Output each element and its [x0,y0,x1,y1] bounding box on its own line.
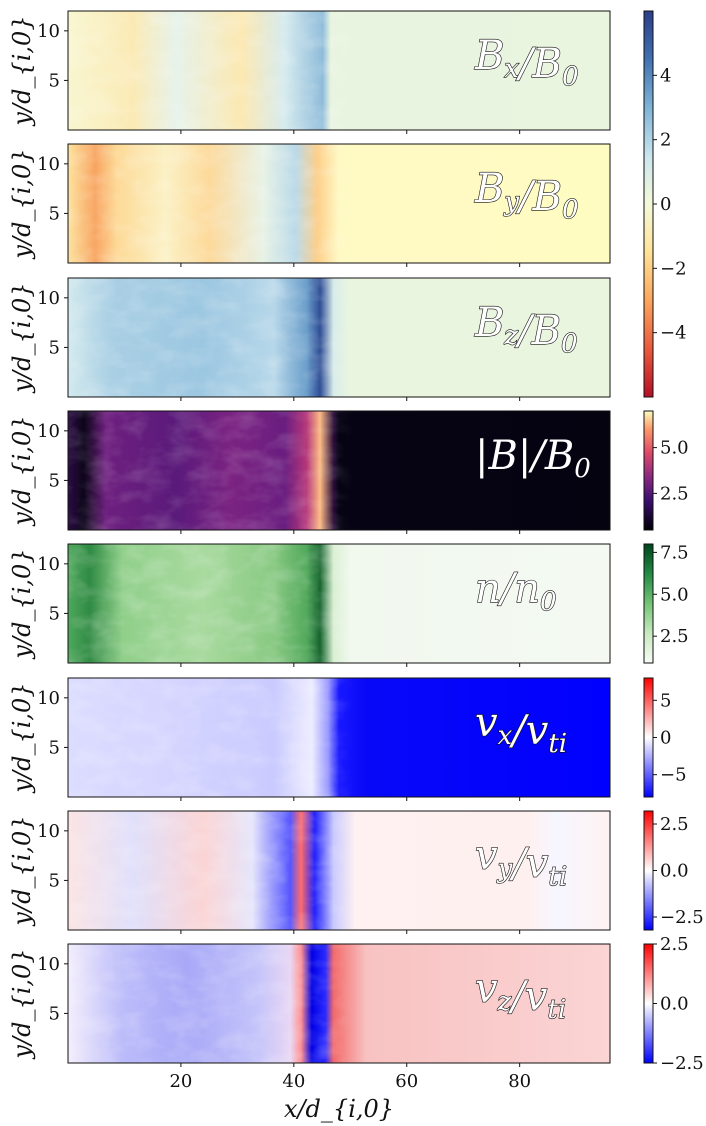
panel-bz-b0: 5 10y/d_{i,0} Bz/B0 [8,277,611,401]
heatmap-texture [68,411,610,530]
y-tick-label: 10 [37,821,60,842]
colorbar-tick-label: 5.0 [660,438,689,459]
panel-frame [67,410,611,531]
colorbar-b-components: 4 2 0 −2 −4 [643,10,687,398]
panel-label: vy/vti [475,833,567,892]
colorbar--b-b0: 2.5 5.0 [643,410,689,531]
panel-vz-vti: 5 10y/d_{i,0} vz/vti [8,943,611,1067]
y-tick-label: 10 [37,21,60,42]
colorbar-tick-label: 2.5 [660,483,689,504]
colorbar-tick-label: 2.5 [660,626,689,647]
panel-label: By/B0 [474,166,579,225]
y-axis-label: y/d_{i,0} [8,148,36,259]
y-axis-label: y/d_{i,0} [8,815,36,926]
heatmap-texture [68,11,610,130]
y-tick-label: 5 [49,1003,60,1024]
panel-label: vz/vti [475,966,566,1025]
y-tick-label: 10 [37,954,60,975]
y-tick-label: 5 [49,870,60,891]
colorbar-tick-label: 5.0 [660,584,689,605]
panel-label: vx/vti [475,700,567,759]
colorbar-vz-vti: 2.5 0.0 −2.5 [643,934,704,1074]
y-tick-label: 5 [49,603,60,624]
colorbar-bar [643,410,654,531]
x-axis-label: x/d_{i,0} [284,1095,394,1123]
heatmap-texture [68,678,610,797]
y-tick-label: 10 [37,288,60,309]
colorbar-bar [643,943,654,1064]
colorbar-tick-label: −2.5 [660,907,704,928]
x-tick-label: 20 [169,1071,192,1092]
y-tick-label: 5 [49,337,60,358]
panel-frame [67,10,611,131]
y-tick-label: 5 [49,203,60,224]
panel-label: Bx/B0 [474,33,579,92]
colorbar-vy-vti: 2.5 0.0 −2.5 [643,810,704,931]
y-tick-label: 10 [37,688,60,709]
colorbar-tick-label: 0.0 [660,861,689,882]
panel-by-b0: 5 10y/d_{i,0} By/B0 [8,143,611,267]
heatmap-texture [68,144,610,263]
y-tick-label: 5 [49,470,60,491]
x-axis: 20 40 60 80 [169,1071,531,1092]
colorbar-tick-label: −2.5 [660,1053,704,1074]
heatmap-texture [68,544,610,663]
y-tick-label: 10 [37,421,60,442]
colorbar-tick-label: −4 [660,323,687,344]
heatmap-texture [68,944,610,1063]
colorbar-tick-label: 0 [660,194,671,215]
panel-frame [67,143,611,264]
y-axis-label: y/d_{i,0} [8,282,36,393]
panel-label: n/n0 [475,566,557,617]
panel-frame [67,677,611,798]
colorbar-tick-label: 0 [660,728,671,749]
panel-vx-vti: 5 10y/d_{i,0} vx/vti [8,677,611,801]
colorbar-tick-label: −2 [660,258,687,279]
panel-label: |B|/B0 [475,433,591,484]
panel-label: Bz/B0 [474,300,578,359]
heatmap-texture [68,278,610,397]
colorbar-tick-label: 4 [660,65,671,86]
colorbar-bar [643,677,654,798]
y-axis-label: y/d_{i,0} [8,682,36,793]
colorbar-bar [643,10,654,398]
colorbar-bar [643,543,654,664]
colorbar-tick-label: 0.0 [660,994,689,1015]
panel-vy-vti: 5 10y/d_{i,0} vy/vti [8,810,611,934]
y-axis-label: y/d_{i,0} [8,415,36,526]
panel-frame [67,810,611,931]
y-axis-label: y/d_{i,0} [8,948,36,1059]
colorbar-tick-label: −5 [660,765,687,786]
colorbar-tick-label: 2.5 [660,934,689,955]
panel-n-n0: 5 10y/d_{i,0} n/n0 [8,543,611,667]
colorbar-bar [643,810,654,931]
y-tick-label: 5 [49,737,60,758]
panel-frame [67,543,611,664]
colorbar-vx-vti: 5 0 −5 [643,677,687,798]
colorbar-tick-label: 2 [660,130,671,151]
heatmap-texture [68,811,610,930]
y-axis-label: y/d_{i,0} [8,548,36,659]
x-tick-label: 40 [282,1071,305,1092]
panel-bx-b0: 5 10y/d_{i,0} Bx/B0 [8,10,611,134]
y-tick-label: 10 [37,554,60,575]
colorbar-n-n0: 2.5 5.0 7.5 [643,542,689,664]
colorbar-tick-label: 7.5 [660,542,689,563]
x-tick-label: 60 [395,1071,418,1092]
y-tick-label: 5 [49,70,60,91]
colorbars-group: 4 2 0 −2 −4 2.5 5.0 2.5 5.0 7.5 5 0 −5 2.5 0.0 −2.5 2.5 0… [643,10,704,1074]
panel-frame [67,277,611,398]
panel-frame [67,943,611,1064]
colorbar-tick-label: 2.5 [660,814,689,835]
panel--b-b0: 5 10y/d_{i,0} |B|/B0 [8,410,611,534]
colorbar-tick-label: 5 [660,690,671,711]
x-tick-label: 80 [508,1071,531,1092]
y-tick-label: 10 [37,154,60,175]
y-axis-label: y/d_{i,0} [8,15,36,126]
